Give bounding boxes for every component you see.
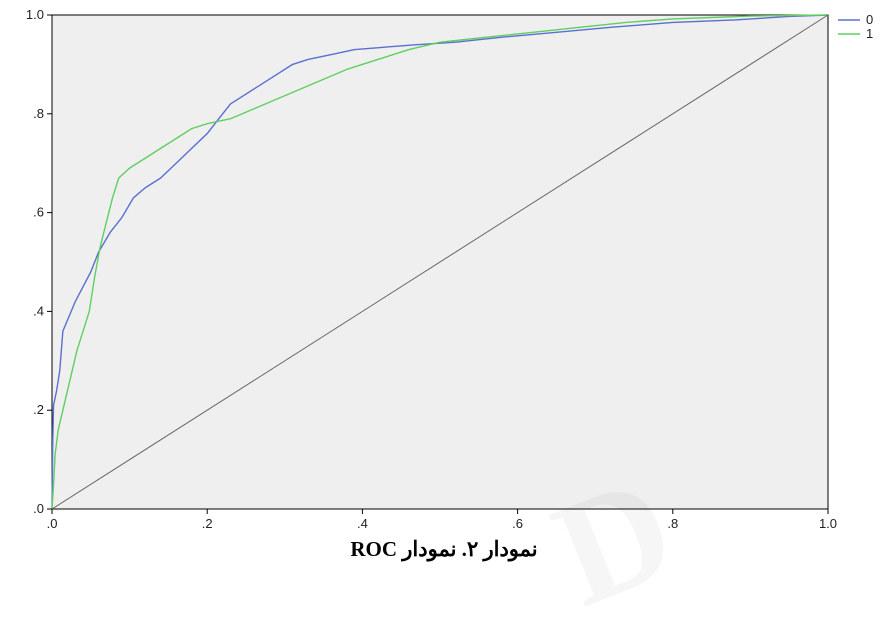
y-tick-label: .6: [33, 205, 44, 220]
legend-label-0: 0: [866, 12, 873, 27]
x-tick-label: .0: [47, 516, 58, 531]
y-tick-label: 1.0: [26, 7, 44, 22]
reference-diagonal-line: [51, 14, 829, 510]
y-tick-label: .0: [33, 501, 44, 516]
x-axis-ticks: .0 .2 .4 .6 .8 1.0: [47, 509, 837, 531]
legend-label-1: 1: [866, 26, 873, 41]
series-layer: [51, 14, 829, 510]
x-tick-label: .2: [202, 516, 213, 531]
x-tick-label: 1.0: [819, 516, 837, 531]
x-tick-label: .4: [357, 516, 368, 531]
y-tick-label: .4: [33, 303, 44, 318]
x-tick-label: .8: [667, 516, 678, 531]
y-tick-label: .8: [33, 106, 44, 121]
series-line-0: [51, 14, 829, 510]
figure-caption: نمودار ۲. نمودار ROC: [350, 537, 538, 561]
roc-chart: .0 .2 .4 .6 .8 1.0 .0 .2 .4 .6 .8 1.0 01: [26, 7, 873, 531]
y-tick-label: .2: [33, 402, 44, 417]
y-axis-ticks: .0 .2 .4 .6 .8 1.0: [26, 7, 52, 516]
x-tick-label: .6: [512, 516, 523, 531]
legend: 01: [838, 12, 873, 41]
series-line-1: [51, 14, 829, 510]
